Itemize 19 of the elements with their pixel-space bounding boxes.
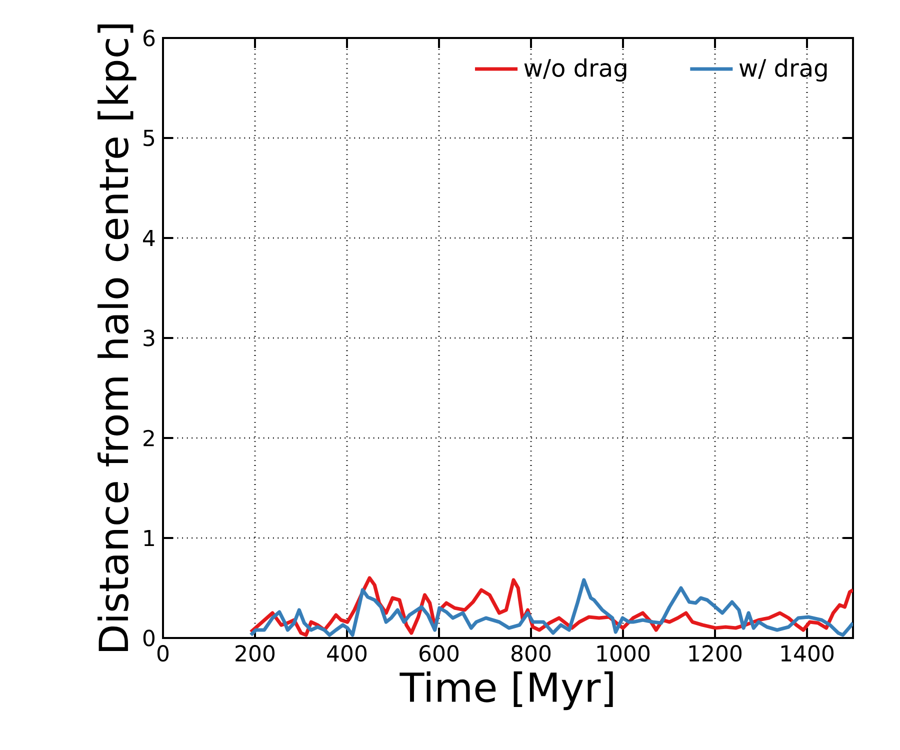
y-tick-label: 2 — [144, 430, 154, 446]
x-tick-label: 1400 — [781, 645, 834, 662]
y-tick-label: 5 — [144, 130, 154, 146]
y-tick-label: 0 — [143, 630, 154, 646]
x-axis-title: Time [Myr] — [400, 671, 613, 710]
x-tick-label: 1000 — [597, 645, 650, 662]
y-tick-label: 3 — [144, 330, 154, 346]
y-axis-title: Distance from halo centre [kpc] — [98, 24, 136, 652]
y-tick-label: 1 — [144, 530, 154, 546]
x-tick-label: 400 — [327, 645, 367, 662]
legend-label: w/o drag — [524, 58, 626, 82]
y-tick-label: 6 — [143, 30, 155, 46]
x-tick-label: 600 — [420, 645, 459, 662]
x-tick-label: 200 — [236, 645, 275, 662]
x-tick-label: 1200 — [689, 645, 742, 662]
x-tick-label: 0 — [157, 645, 169, 662]
x-tick-label: 800 — [512, 645, 551, 662]
legend-label: w/ drag — [739, 58, 827, 82]
y-tick-label: 4 — [143, 230, 155, 246]
